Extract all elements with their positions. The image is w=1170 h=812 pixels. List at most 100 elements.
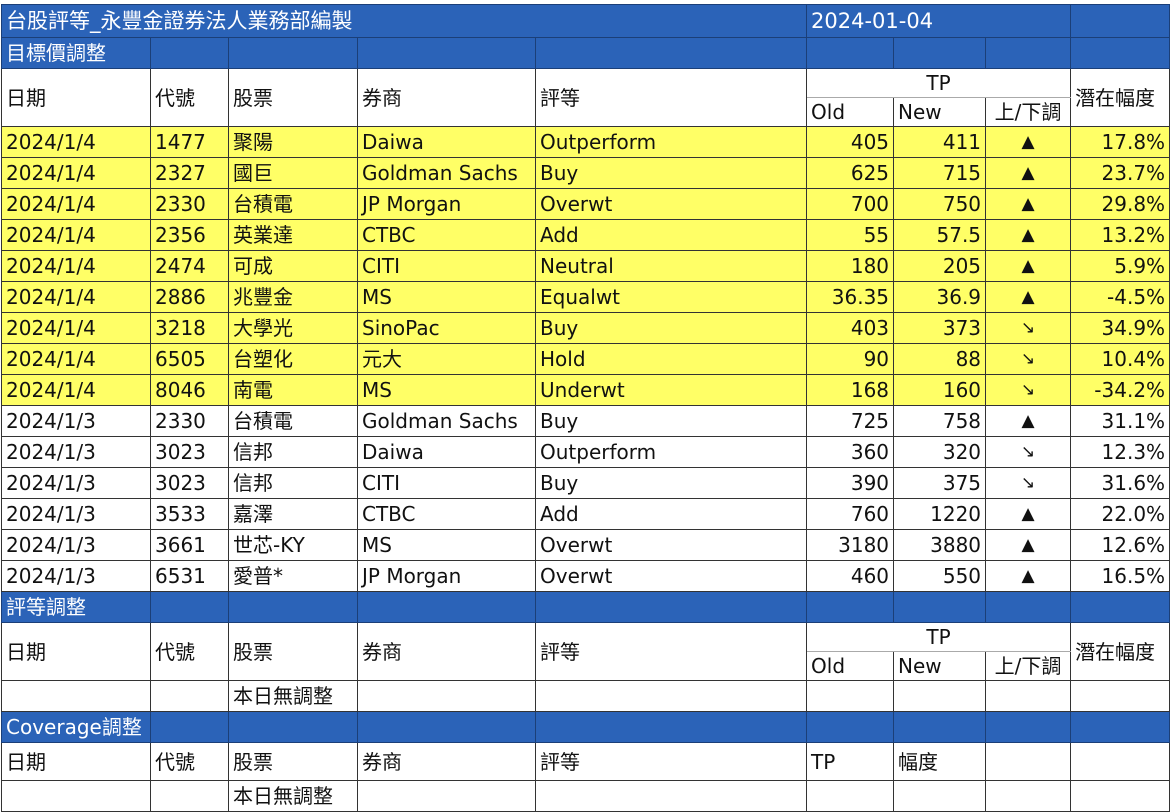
- cell-old: 36.35: [806, 281, 895, 313]
- sheet-title: 台股評等_永豐金證券法人業務部編製: [0, 4, 808, 38]
- cell-broker: 元大: [357, 343, 536, 375]
- section-target-price: 目標價調整: [1, 37, 1170, 69]
- cell-old: 700: [806, 188, 895, 220]
- cell-code: 6531: [150, 560, 229, 592]
- cell-rating: Equalwt: [534, 281, 808, 313]
- table-row: 2024/1/3 6531 愛普* JP Morgan Overwt 460 550 ▲ 16.…: [1, 560, 1170, 592]
- cell-broker: MS: [357, 374, 536, 406]
- up-arrow-icon: ▲: [985, 529, 1072, 561]
- cell-new: 373: [893, 312, 987, 344]
- col-new: New: [893, 651, 987, 681]
- cell-rating: Overwt: [534, 529, 808, 561]
- cell-old: 405: [806, 126, 895, 158]
- cell-rating: Neutral: [534, 250, 808, 282]
- cell-new: 36.9: [893, 281, 987, 313]
- cell-code: 2330: [150, 188, 229, 220]
- cell-new: 715: [893, 157, 987, 189]
- cell-new: 88: [893, 343, 987, 375]
- cell-stock: 兆豐金: [228, 281, 358, 313]
- cell-stock: 愛普*: [228, 560, 358, 592]
- cell-upside: 12.6%: [1070, 529, 1170, 561]
- up-arrow-icon: ▲: [985, 281, 1072, 313]
- table-row: 2024/1/4 1477 聚陽 Daiwa Outperform 405 411 ▲ 17.8…: [1, 126, 1170, 158]
- section-label: Coverage調整: [1, 711, 151, 743]
- table-row: 2024/1/4 2886 兆豐金 MS Equalwt 36.35 36.9 ▲ -4.5%: [1, 281, 1170, 313]
- cell-old: 55: [806, 219, 895, 251]
- cell-date: 2024/1/3: [1, 436, 151, 468]
- col-date: 日期: [1, 622, 151, 681]
- table-row: 2024/1/3 3661 世芯-KY MS Overwt 3180 3880 ▲ 12.6%: [1, 529, 1170, 561]
- cell-new: 375: [893, 467, 987, 499]
- cell-upside: 13.2%: [1070, 219, 1170, 251]
- down-arrow-icon: ↘: [985, 467, 1072, 499]
- up-arrow-icon: ▲: [985, 126, 1072, 158]
- col-broker: 券商: [357, 622, 536, 681]
- cell-old: 90: [806, 343, 895, 375]
- cell-rating: Add: [534, 219, 808, 251]
- cell-broker: JP Morgan: [357, 560, 536, 592]
- cell-date: 2024/1/4: [1, 250, 151, 282]
- table-row: 2024/1/4 8046 南電 MS Underwt 168 160 ↘ -34.2%: [1, 374, 1170, 406]
- cell-upside: 23.7%: [1070, 157, 1170, 189]
- cell-rating: Overwt: [534, 560, 808, 592]
- table-row: 2024/1/3 3023 信邦 CITI Buy 390 375 ↘ 31.6%: [1, 467, 1170, 499]
- cell-upside: 12.3%: [1070, 436, 1170, 468]
- cell-date: 2024/1/3: [1, 467, 151, 499]
- cell-stock: 大學光: [228, 312, 358, 344]
- cell-rating: Hold: [534, 343, 808, 375]
- cell-broker: JP Morgan: [357, 188, 536, 220]
- cell-new: 320: [893, 436, 987, 468]
- col-updown: 上/下調: [985, 97, 1072, 127]
- cell-broker: Daiwa: [357, 436, 536, 468]
- down-arrow-icon: ↘: [985, 374, 1072, 406]
- cell-broker: MS: [357, 529, 536, 561]
- cell-stock: 英業達: [228, 219, 358, 251]
- cell-date: 2024/1/3: [1, 529, 151, 561]
- cell-rating: Add: [534, 498, 808, 530]
- title-row: 台股評等_永豐金證券法人業務部編製 2024-01-04: [0, 4, 1170, 38]
- cell-rating: Buy: [534, 405, 808, 437]
- cell-date: 2024/1/4: [1, 374, 151, 406]
- col-code: 代號: [150, 742, 229, 781]
- cell-date: 2024/1/4: [1, 281, 151, 313]
- cell-date: 2024/1/4: [1, 312, 151, 344]
- cell-new: 758: [893, 405, 987, 437]
- header-row: 日期 代號 股票 券商 評等 TP 潛在幅度: [1, 68, 1170, 127]
- col-rating: 評等: [534, 68, 808, 127]
- cell-old: 3180: [806, 529, 895, 561]
- section-label: 評等調整: [1, 591, 151, 623]
- table-row: 2024/1/3 3023 信邦 Daiwa Outperform 360 320 ↘ 12.3…: [1, 436, 1170, 468]
- cell-code: 8046: [150, 374, 229, 406]
- up-arrow-icon: ▲: [985, 219, 1072, 251]
- up-arrow-icon: ▲: [985, 560, 1072, 592]
- col-tp: TP: [806, 622, 1072, 652]
- col-date: 日期: [1, 742, 151, 781]
- cell-old: 180: [806, 250, 895, 282]
- cell-stock: 台積電: [228, 188, 358, 220]
- cell-code: 1477: [150, 126, 229, 158]
- cell-rating: Buy: [534, 467, 808, 499]
- col-upside: 潛在幅度: [1070, 68, 1170, 127]
- cell-code: 2886: [150, 281, 229, 313]
- cell-date: 2024/1/4: [1, 219, 151, 251]
- cell-old: 625: [806, 157, 895, 189]
- cell-upside: -4.5%: [1070, 281, 1170, 313]
- cell-new: 1220: [893, 498, 987, 530]
- cell-old: 460: [806, 560, 895, 592]
- section-coverage: Coverage調整: [1, 711, 1170, 743]
- cell-broker: CITI: [357, 250, 536, 282]
- cell-date: 2024/1/3: [1, 498, 151, 530]
- up-arrow-icon: ▲: [985, 157, 1072, 189]
- cell-broker: CITI: [357, 467, 536, 499]
- rating-sheet: 台股評等_永豐金證券法人業務部編製 2024-01-04 目標價調整 日期 代號…: [0, 4, 1170, 812]
- cell-broker: CTBC: [357, 498, 536, 530]
- col-code: 代號: [150, 622, 229, 681]
- up-arrow-icon: ▲: [985, 188, 1072, 220]
- cell-code: 2474: [150, 250, 229, 282]
- col-old: Old: [806, 97, 895, 127]
- cell-upside: 34.9%: [1070, 312, 1170, 344]
- cell-code: 3218: [150, 312, 229, 344]
- cell-code: 3023: [150, 436, 229, 468]
- cell-old: 168: [806, 374, 895, 406]
- cell-upside: 10.4%: [1070, 343, 1170, 375]
